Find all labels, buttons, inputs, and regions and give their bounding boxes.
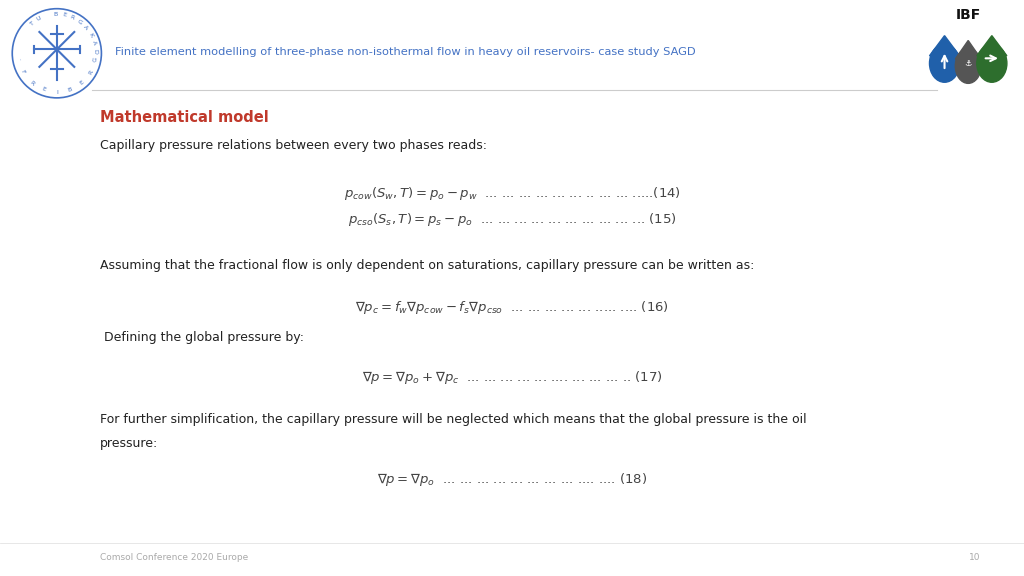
Polygon shape	[977, 36, 1007, 56]
Text: U: U	[36, 16, 42, 22]
Ellipse shape	[955, 48, 981, 84]
Text: $\nabla p_c = f_w \nabla p_{cow} - f_s \nabla p_{cso}$  ... ... ... ... ... ....: $\nabla p_c = f_w \nabla p_{cow} - f_s \…	[355, 300, 669, 316]
Text: $\nabla p = \nabla p_o$  ... ... ... ... ... ... ... ... .... .... (18): $\nabla p = \nabla p_o$ ... ... ... ... …	[377, 472, 647, 488]
Text: R: R	[87, 69, 94, 75]
Text: $p_{cow}(S_w, T) = p_o - p_w$  ... ... ... ... ... ... .. ... ... .....(14): $p_{cow}(S_w, T) = p_o - p_w$ ... ... ..…	[343, 184, 681, 202]
Text: 10: 10	[969, 554, 980, 563]
Text: Mathematical model: Mathematical model	[100, 109, 268, 124]
Polygon shape	[955, 40, 981, 59]
Text: A: A	[91, 40, 97, 45]
Text: Comsol Conference 2020 Europe: Comsol Conference 2020 Europe	[100, 554, 248, 563]
Text: Capillary pressure relations between every two phases reads:: Capillary pressure relations between eve…	[100, 138, 487, 151]
Text: pressure:: pressure:	[100, 437, 159, 449]
Text: IBF: IBF	[955, 8, 981, 22]
Text: G: G	[92, 56, 98, 62]
Text: Finite element modelling of three-phase non-isothermal flow in heavy oil reservo: Finite element modelling of three-phase …	[115, 47, 695, 57]
Text: G: G	[76, 18, 83, 25]
Ellipse shape	[930, 44, 959, 82]
Text: A: A	[83, 24, 89, 31]
Text: E: E	[61, 12, 67, 18]
Text: $\nabla p = \nabla p_o + \nabla p_c$  ... ... ... ... ... .... ... ... ... .. (1: $\nabla p = \nabla p_o + \nabla p_c$ ...…	[361, 369, 663, 386]
Text: $p_{cso}(S_s, T) = p_s - p_o$  ... ... ... ... ... ... ... ... ... ... (15): $p_{cso}(S_s, T) = p_s - p_o$ ... ... ..…	[347, 211, 677, 229]
Text: ⚓: ⚓	[965, 59, 972, 68]
Text: Defining the global pressure by:: Defining the global pressure by:	[100, 331, 304, 343]
Text: Assuming that the fractional flow is only dependent on saturations, capillary pr: Assuming that the fractional flow is onl…	[100, 259, 755, 271]
Text: R: R	[70, 14, 75, 21]
Text: B: B	[68, 86, 73, 93]
Text: K: K	[88, 32, 94, 37]
Text: I: I	[56, 89, 57, 94]
Text: R: R	[29, 79, 35, 86]
Text: E: E	[41, 86, 46, 93]
Polygon shape	[930, 36, 959, 56]
Text: B: B	[53, 12, 57, 17]
Ellipse shape	[977, 44, 1007, 82]
Text: E: E	[79, 79, 85, 86]
Text: F: F	[19, 70, 26, 75]
Text: For further simplification, the capillary pressure will be neglected which means: For further simplification, the capillar…	[100, 414, 807, 426]
Text: ·: ·	[16, 58, 22, 60]
Text: T: T	[29, 20, 35, 26]
Text: D: D	[93, 48, 98, 54]
